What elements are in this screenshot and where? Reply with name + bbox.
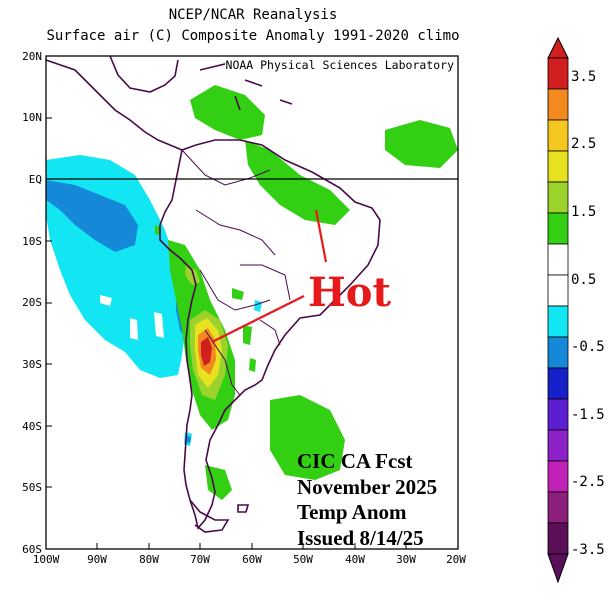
lat-tick-label: 50S [22, 481, 42, 494]
yellow-green-region [185, 265, 200, 285]
colorbar-swatch [547, 460, 569, 493]
neutral-hole [130, 318, 138, 340]
lat-axis: 20N 10N EQ 10S 20S 30S 40S 50S 60S [22, 50, 52, 556]
warm-region-small [232, 288, 244, 300]
colorbar-swatch [547, 336, 569, 369]
lon-tick-label: 50W [293, 553, 313, 566]
forecast-line: November 2025 [297, 475, 437, 499]
colorbar-label: 2.5 [571, 136, 596, 152]
lat-tick-label: EQ [29, 173, 42, 186]
warm-region-amazon [245, 140, 350, 225]
colorbar-label: 1.5 [571, 204, 596, 220]
lon-axis: 100W 90W 80W 70W 60W 50W 40W 30W 20W [33, 543, 466, 566]
colorbar-label: -3.5 [571, 542, 605, 558]
warm-region-small [243, 325, 252, 345]
forecast-annotation: CIC CA Fcst November 2025 Temp Anom Issu… [297, 449, 437, 550]
colorbar-top-triangle [547, 36, 569, 59]
colorbar-swatch [547, 522, 569, 555]
lon-tick-label: 100W [33, 553, 60, 566]
credit-label: NOAA Physical Sciences Laboratory [226, 58, 455, 72]
warm-region-northeast [385, 120, 458, 168]
warm-region-caribbean [190, 85, 265, 140]
lon-tick-label: 80W [139, 553, 159, 566]
colorbar-swatch [547, 57, 569, 90]
colorbar-swatch [547, 243, 569, 276]
forecast-line: Issued 8/14/25 [297, 526, 424, 550]
lon-tick-label: 70W [190, 553, 210, 566]
map-panel: NOAA Physical Sciences Laboratory [45, 55, 459, 550]
lat-tick-label: 10N [22, 111, 42, 124]
south-america-coastline [159, 139, 381, 530]
hot-label: Hot [308, 269, 391, 316]
tierra-del-fuego [189, 499, 230, 533]
lon-tick-label: 20W [446, 553, 466, 566]
colorbar-swatch [547, 119, 569, 152]
colorbar-swatch [547, 429, 569, 462]
colorbar-bottom-triangle [547, 553, 569, 584]
lon-tick-label: 90W [87, 553, 107, 566]
colorbar-swatch [547, 212, 569, 245]
neutral-hole [154, 312, 164, 338]
lat-tick-label: 60S [22, 543, 42, 556]
colorbar-swatches [547, 57, 569, 555]
credit-box [225, 56, 458, 74]
colorbar-swatch [547, 274, 569, 307]
colorbar-swatch [547, 88, 569, 121]
cool-spot [187, 436, 191, 443]
forecast-line: CIC CA Fcst [297, 449, 413, 473]
lon-tick-label: 30W [396, 553, 416, 566]
hot-arrow-line [211, 295, 305, 343]
colorbar-swatch [547, 181, 569, 214]
neutral-hole [100, 295, 112, 306]
colorbar-label: 3.5 [571, 69, 596, 85]
forecast-line: Temp Anom [297, 500, 407, 524]
colorbar-label: -0.5 [571, 339, 605, 355]
red-region [201, 337, 212, 366]
colorbar: 3.5 2.5 1.5 0.5 -0.5 -1.5 -2.5 -3.5 [547, 36, 605, 584]
lon-tick-label: 40W [345, 553, 365, 566]
warm-region-patagonia [205, 465, 232, 500]
country-borders [181, 149, 291, 396]
colorbar-label: -1.5 [571, 407, 605, 423]
colorbar-label: 0.5 [571, 272, 596, 288]
lat-tick-label: 20S [22, 296, 42, 309]
colorbar-swatch [547, 398, 569, 431]
title-line-1: NCEP/NCAR Reanalysis [169, 7, 338, 23]
lon-tick-label: 60W [242, 553, 262, 566]
central-america-coastline [46, 59, 183, 151]
cool-spot [150, 225, 156, 234]
hot-arrow-line [314, 209, 328, 263]
warm-region-small [249, 358, 256, 372]
colorbar-label: -2.5 [571, 474, 605, 490]
warm-region-south-atlantic [270, 395, 345, 480]
title-line-2: Surface air (C) Composite Anomaly 1991-2… [46, 28, 459, 44]
central-america-coastline-north [109, 56, 179, 93]
colorbar-swatch [547, 367, 569, 400]
strong-cool-region [46, 180, 138, 252]
lat-tick-label: 40S [22, 420, 42, 433]
lat-tick-label: 30S [22, 358, 42, 371]
lat-tick-label: 10S [22, 235, 42, 248]
colorbar-swatch [547, 150, 569, 183]
warm-spot [155, 225, 160, 235]
anomaly-shading [46, 85, 458, 500]
colorbar-swatch [547, 491, 569, 524]
falkland-islands [237, 504, 250, 513]
lat-tick-label: 20N [22, 50, 42, 63]
colorbar-swatch [547, 305, 569, 338]
hot-annotation: Hot [211, 209, 391, 343]
